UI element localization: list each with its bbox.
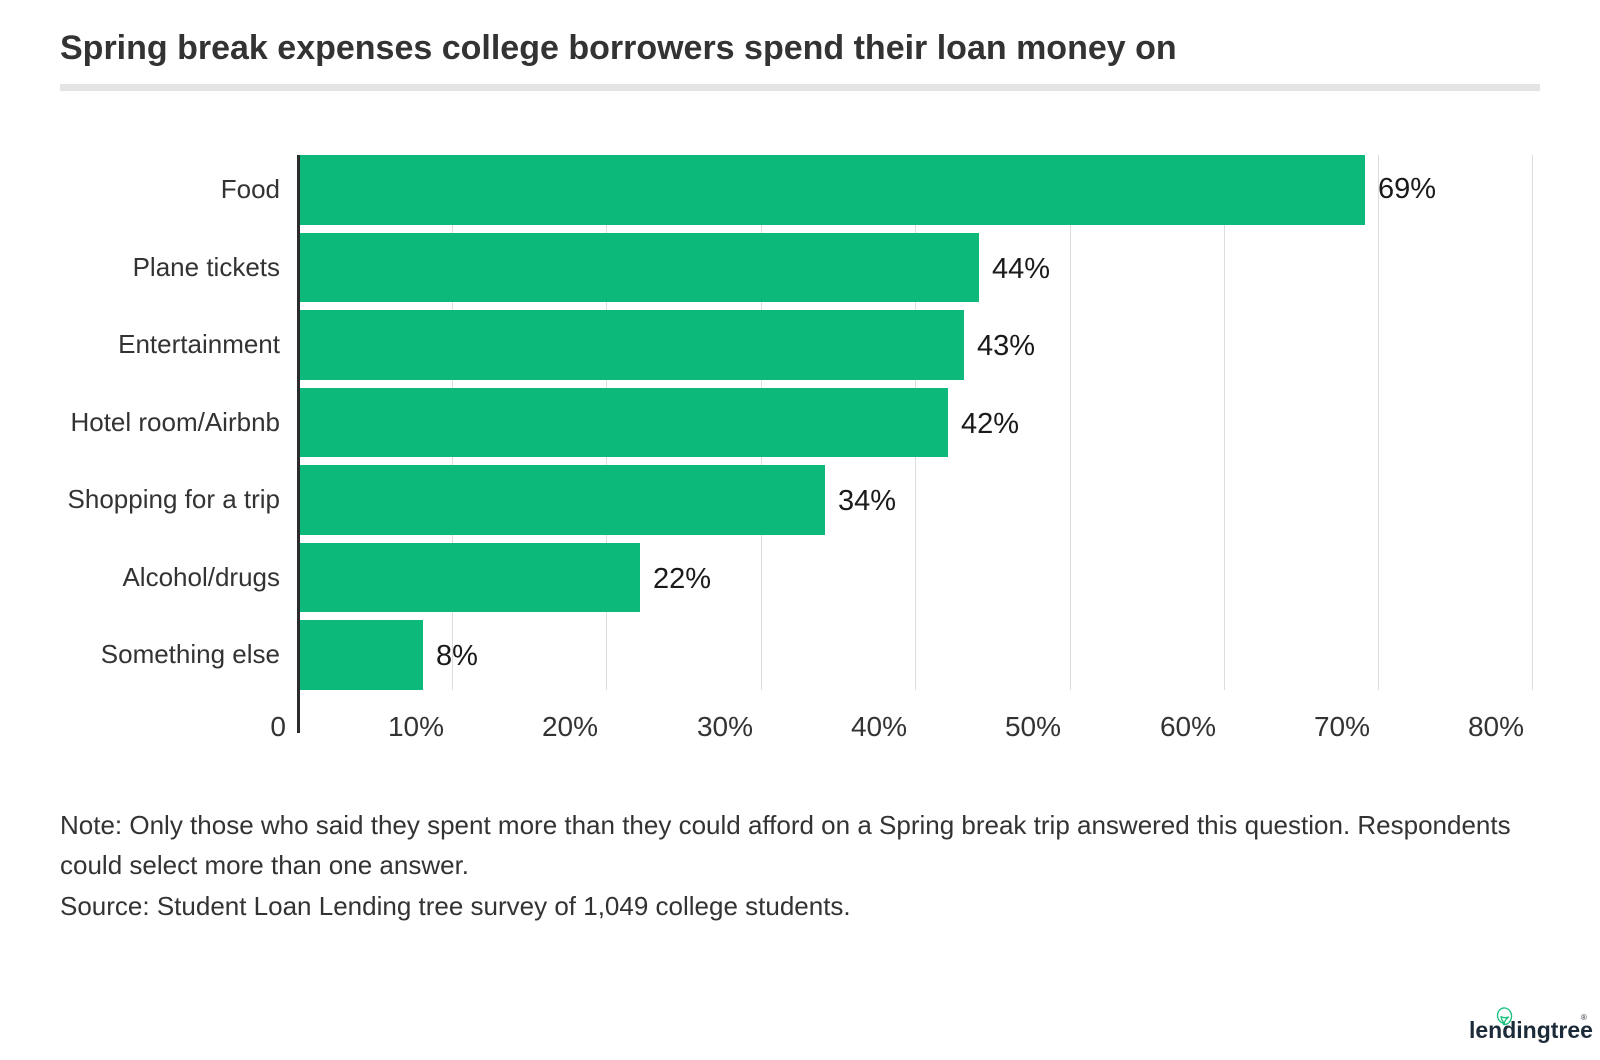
svg-text:lendingtree: lendingtree bbox=[1469, 1017, 1593, 1043]
svg-text:®: ® bbox=[1581, 1013, 1587, 1022]
